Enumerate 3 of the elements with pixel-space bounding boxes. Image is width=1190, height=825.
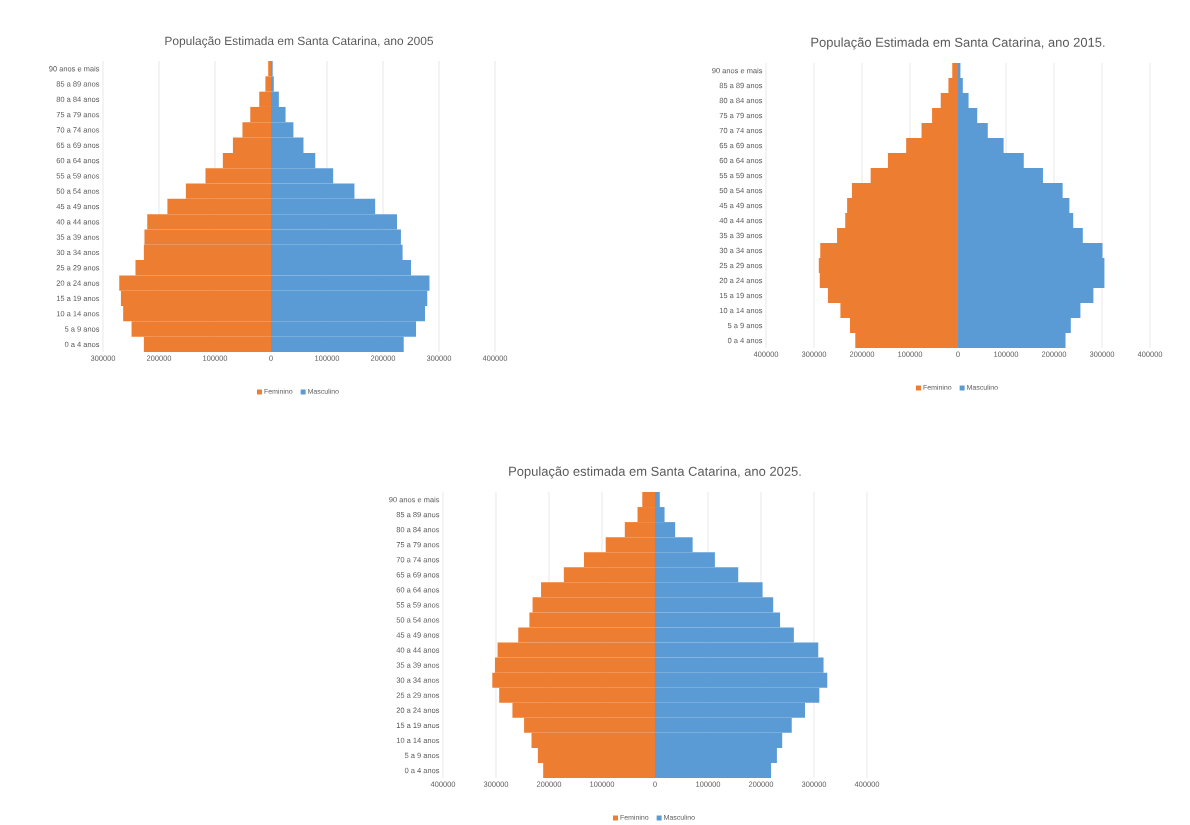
chart-title: População Estimada em Santa Catarina, ano 2015. — [811, 37, 1105, 50]
chart-title: População estimada em Santa Catarina, ano 2025. — [509, 466, 801, 479]
chart-title: População Estimada em Santa Catarina, ano 2005 — [165, 36, 434, 48]
